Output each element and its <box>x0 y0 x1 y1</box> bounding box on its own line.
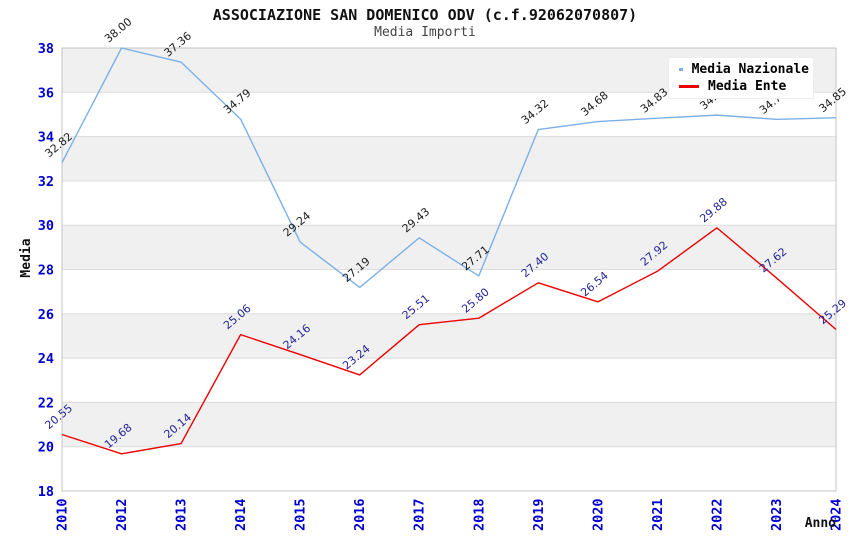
plot-band <box>62 313 836 359</box>
legend-label-media-nazionale: Media Nazionale <box>691 62 809 77</box>
y-tick-label: 30 <box>38 218 54 234</box>
x-tick-label: 2016 <box>352 498 368 531</box>
red-line-swatch-icon <box>679 85 699 88</box>
x-axis-title: Anno <box>805 516 836 531</box>
y-tick-label: 38 <box>38 41 54 57</box>
x-tick-label: 2014 <box>233 498 249 531</box>
x-tick-label: 2013 <box>174 498 190 531</box>
chart-subtitle: Media Importi <box>374 25 476 40</box>
series-line-nazionale <box>61 47 837 289</box>
plot-band <box>62 225 836 270</box>
y-tick-label: 20 <box>38 440 54 456</box>
x-tick-label: 2023 <box>769 498 785 531</box>
legend: Media Nazionale Media Ente <box>668 57 814 99</box>
plot-band <box>62 92 836 137</box>
y-tick-label: 36 <box>38 85 54 101</box>
plot-border <box>61 47 837 492</box>
x-tick-label: 2017 <box>412 498 428 531</box>
y-tick-label: 26 <box>38 307 54 323</box>
plot-band <box>62 180 836 226</box>
y-tick-label: 28 <box>38 263 54 279</box>
x-tick-label: 2020 <box>590 498 606 531</box>
series-line-ente <box>61 227 837 455</box>
plot-band <box>62 269 836 314</box>
x-tick-label: 2022 <box>709 498 725 531</box>
plot-band <box>62 446 836 491</box>
y-tick-label: 18 <box>38 484 54 500</box>
x-tick-label: 2015 <box>293 498 309 531</box>
data-point-label: 38.00 <box>102 15 134 45</box>
x-tick-label: 2012 <box>114 498 130 531</box>
y-tick-label: 22 <box>38 395 54 411</box>
x-tick-label: 2021 <box>650 498 666 531</box>
y-tick-label: 34 <box>38 130 54 146</box>
legend-item-media-nazionale: Media Nazionale <box>679 62 809 77</box>
y-axis-title: Media <box>19 238 34 277</box>
blue-line-swatch-icon <box>679 68 683 71</box>
x-tick-label: 2010 <box>55 498 71 531</box>
plot-band <box>62 136 836 181</box>
legend-label-media-ente: Media Ente <box>708 79 787 94</box>
y-tick-label: 32 <box>38 174 54 190</box>
x-tick-label: 2018 <box>471 498 487 531</box>
x-tick-label: 2019 <box>531 498 547 531</box>
plot-band <box>62 358 836 403</box>
legend-item-media-ente: Media Ente <box>679 79 809 94</box>
x-tick-label: 2024 <box>829 498 845 531</box>
y-tick-label: 24 <box>38 351 54 367</box>
chart-title: ASSOCIAZIONE SAN DOMENICO ODV (c.f.92062… <box>212 6 638 24</box>
